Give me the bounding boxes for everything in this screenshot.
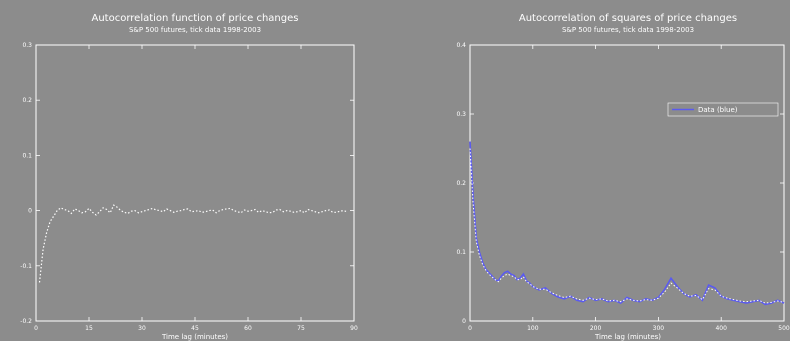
right-ticks: 0 100 200 300 400 500 0 0.1 0.2 0.3 0.4 [456,42,789,332]
right-ytick-label: 0.4 [456,42,466,49]
left-xtick-label: 15 [85,325,93,332]
left-xtick-label: 75 [297,325,305,332]
left-series-line [38,204,348,283]
left-ytick-label: 0.2 [22,97,32,104]
right-ytick-label: 0 [462,318,466,325]
left-xtick-label: 60 [244,325,252,332]
left-xtick-label: 0 [34,325,38,332]
left-ytick-label: -0.1 [20,263,32,270]
right-ytick-label: 0.2 [456,180,466,187]
left-xlabel: Time lag (minutes) [161,333,228,341]
right-ytick-label: 0.3 [456,111,466,118]
right-xtick-label: 500 [778,325,790,332]
left-xtick-label: 45 [191,325,199,332]
left-plot-frame [35,44,355,322]
left-ticks: 0 15 30 45 60 75 90 -0.2 -0.1 0 0.1 0.2 0.3 [20,42,358,332]
right-xtick-label: 0 [468,325,472,332]
left-ytick-label: 0.1 [22,152,32,159]
left-ytick-label: -0.2 [20,318,32,325]
left-ytick-label: 0 [28,208,32,215]
right-xtick-label: 200 [590,325,602,332]
legend-box [667,102,779,117]
left-title: Autocorrelation function of price change… [92,13,299,24]
left-xtick-label: 90 [350,325,358,332]
chart-left: Autocorrelation function of price change… [20,13,358,341]
right-ytick-label: 0.1 [456,249,466,256]
right-xlabel: Time lag (minutes) [594,333,661,341]
right-xtick-label: 100 [527,325,539,332]
right-legend: Data (blue) [667,102,779,117]
right-title: Autocorrelation of squares of price chan… [519,13,737,24]
left-subtitle: S&P 500 futures, tick data 1998-2003 [129,26,261,34]
legend-label: Data (blue) [698,106,738,114]
right-subtitle: S&P 500 futures, tick data 1998-2003 [562,26,694,34]
right-xtick-label: 400 [715,325,727,332]
left-xtick-label: 30 [138,325,146,332]
left-ytick-label: 0.3 [22,42,32,49]
chart-right: Autocorrelation of squares of price chan… [456,13,789,341]
right-xtick-label: 300 [653,325,665,332]
right-series-data-line [469,141,785,306]
